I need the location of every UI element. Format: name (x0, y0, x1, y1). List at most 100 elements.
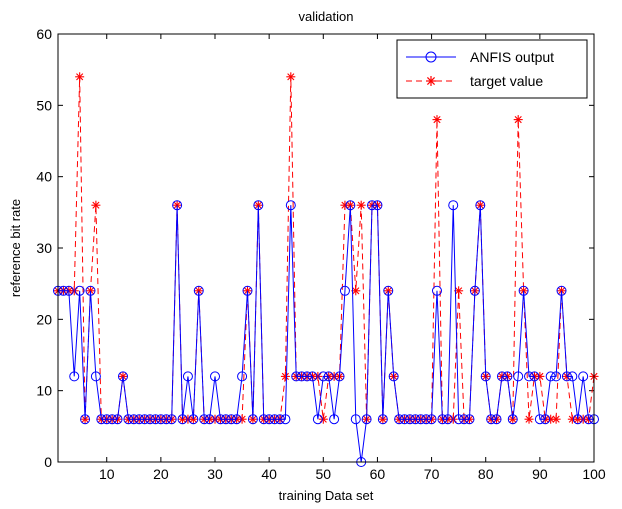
anfis-output-point (237, 371, 248, 382)
anfis-output-point (112, 414, 123, 425)
target-value-point (524, 414, 534, 424)
anfis-output-point (421, 414, 432, 425)
anfis-output-point (182, 371, 193, 382)
anfis-output-point (312, 414, 323, 425)
anfis-output-point (134, 414, 145, 425)
anfis-output-point (350, 414, 361, 425)
anfis-output-point (572, 414, 583, 425)
anfis-output-point (469, 285, 480, 296)
anfis-output-point (583, 414, 594, 425)
anfis-output-point (210, 371, 221, 382)
data-series (53, 72, 599, 467)
y-tick-label: 20 (36, 311, 52, 327)
anfis-output-point (448, 200, 459, 211)
target-value-point (351, 286, 361, 296)
anfis-output-point (545, 371, 556, 382)
anfis-output-point (128, 414, 139, 425)
anfis-output-point (361, 414, 372, 425)
target-value-point (567, 414, 577, 424)
legend-box (396, 39, 588, 99)
anfis-output-point (507, 414, 518, 425)
y-tick-label: 50 (36, 97, 52, 113)
anfis-output-point (410, 414, 421, 425)
anfis-output-point (63, 285, 74, 296)
anfis-output-point (253, 200, 264, 211)
anfis-output-point (561, 371, 572, 382)
target-value-point (69, 286, 79, 296)
anfis-output-point (475, 200, 486, 211)
anfis-output-point (90, 371, 101, 382)
target-value-point (448, 414, 458, 424)
anfis-output-line (58, 204, 594, 463)
anfis-output-point (231, 414, 242, 425)
anfis-output-point (394, 414, 405, 425)
anfis-output-point (480, 371, 491, 382)
anfis-output-point (150, 414, 161, 425)
anfis-output-point (323, 371, 334, 382)
anfis-output-point (377, 414, 388, 425)
x-axis-label: training Data set (279, 488, 374, 503)
anfis-output-point (415, 414, 426, 425)
chart-title: validation (299, 9, 354, 24)
legend-label-target: target value (470, 73, 543, 89)
anfis-output-point (242, 285, 253, 296)
target-value-point (237, 414, 247, 424)
plot-area (58, 34, 594, 462)
anfis-output-point (247, 414, 258, 425)
target-value-point (535, 371, 545, 381)
anfis-output-point (345, 200, 356, 211)
y-tick-label: 10 (36, 383, 52, 399)
anfis-output-point (486, 414, 497, 425)
target-value-point (513, 115, 523, 125)
x-tick-label: 70 (424, 466, 440, 482)
target-value-point (286, 72, 296, 82)
y-axis-label: reference bit rate (8, 199, 23, 297)
x-tick-label: 10 (99, 466, 115, 482)
x-tick-label: 60 (370, 466, 386, 482)
anfis-output-point (123, 414, 134, 425)
y-tick-label: 60 (36, 26, 52, 42)
x-tick-label: 50 (316, 466, 332, 482)
anfis-output-point (524, 371, 535, 382)
anfis-output-point (296, 371, 307, 382)
anfis-output-point (307, 371, 318, 382)
anfis-output-point (139, 414, 150, 425)
legend-marker-target (426, 76, 436, 86)
anfis-output-point (58, 285, 69, 296)
anfis-output-point (431, 285, 442, 296)
target-value-point (91, 200, 101, 210)
series-anfis-output (53, 200, 599, 467)
x-tick-label: 100 (582, 466, 606, 482)
anfis-output-point (101, 414, 112, 425)
y-tick-label: 40 (36, 169, 52, 185)
anfis-output-point (518, 285, 529, 296)
anfis-output-point (199, 414, 210, 425)
anfis-output-point (383, 285, 394, 296)
anfis-output-point (534, 414, 545, 425)
anfis-output-point (258, 414, 269, 425)
target-value-point (183, 414, 193, 424)
anfis-output-point (567, 371, 578, 382)
target-value-point (210, 414, 220, 424)
target-value-point (578, 414, 588, 424)
y-tick-label: 30 (36, 240, 52, 256)
legend: ANFIS output target value (396, 39, 588, 99)
anfis-output-point (117, 371, 128, 382)
anfis-output-point (388, 371, 399, 382)
anfis-output-point (80, 414, 91, 425)
anfis-output-point (404, 414, 415, 425)
anfis-output-point (329, 414, 340, 425)
anfis-output-point (215, 414, 226, 425)
anfis-output-point (145, 414, 156, 425)
plot-frame (57, 33, 595, 463)
anfis-output-point (318, 371, 329, 382)
anfis-output-point (453, 414, 464, 425)
anfis-output-point (96, 414, 107, 425)
x-tick-label: 40 (261, 466, 277, 482)
anfis-output-point (372, 200, 383, 211)
target-value-point (551, 414, 561, 424)
anfis-output-point (426, 414, 437, 425)
anfis-output-point (269, 414, 280, 425)
x-tick-label: 20 (153, 466, 169, 482)
legend-marker-anfis (425, 51, 437, 63)
